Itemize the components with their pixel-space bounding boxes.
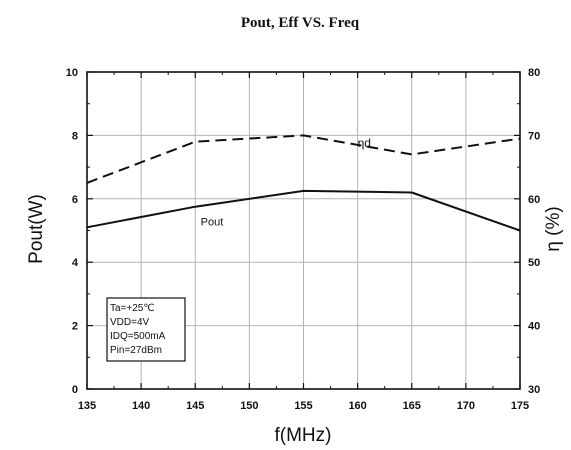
x-tick-label: 135 xyxy=(78,400,96,412)
condition-line-3: IDQ=500mA xyxy=(110,331,166,342)
x-tick-label: 170 xyxy=(457,400,475,412)
y2-tick-label: 50 xyxy=(528,257,540,269)
y2-axis-label: η (%) xyxy=(543,206,564,251)
x-tick-label: 160 xyxy=(348,400,366,412)
y2-tick-label: 30 xyxy=(528,384,540,396)
y2-tick-label: 40 xyxy=(528,321,540,333)
y2-tick-label: 70 xyxy=(528,130,540,142)
y-tick-label: 10 xyxy=(66,67,78,79)
x-tick-label: 140 xyxy=(132,400,150,412)
y-tick-label: 0 xyxy=(72,384,78,396)
y2-tick-label: 80 xyxy=(528,67,540,79)
x-tick-label: 145 xyxy=(186,400,204,412)
x-tick-label: 150 xyxy=(240,400,258,412)
y-tick-label: 2 xyxy=(72,321,78,333)
x-tick-label: 175 xyxy=(511,400,529,412)
y-axis-label: Pout(W) xyxy=(26,194,47,264)
y-tick-label: 6 xyxy=(72,194,78,206)
conditions-box: Ta=+25℃ VDD=4V IDQ=500mA Pin=27dBm xyxy=(106,297,186,362)
axes: 135 140 145 150 155 160 165 170 175 0 2 4 6 8 10 30 40 50… xyxy=(66,67,541,412)
x-tick-label: 155 xyxy=(294,400,312,412)
x-tick-label: 165 xyxy=(403,400,421,412)
series-layer: Pout ηd xyxy=(86,134,521,232)
y-tick-label: 8 xyxy=(72,130,78,142)
condition-line-2: VDD=4V xyxy=(110,317,150,328)
y-tick-label: 4 xyxy=(72,257,79,269)
conditions-box-frame xyxy=(106,297,186,362)
series-label-eff: ηd xyxy=(358,136,371,150)
condition-line-1: Ta=+25℃ xyxy=(110,303,155,314)
series-label-pout: Pout xyxy=(201,217,224,229)
chart-title: Pout, Eff VS. Freq xyxy=(241,15,360,31)
x-axis-label: f(MHz) xyxy=(275,425,332,446)
y2-tick-label: 60 xyxy=(528,194,540,206)
condition-line-4: Pin=27dBm xyxy=(110,345,162,356)
